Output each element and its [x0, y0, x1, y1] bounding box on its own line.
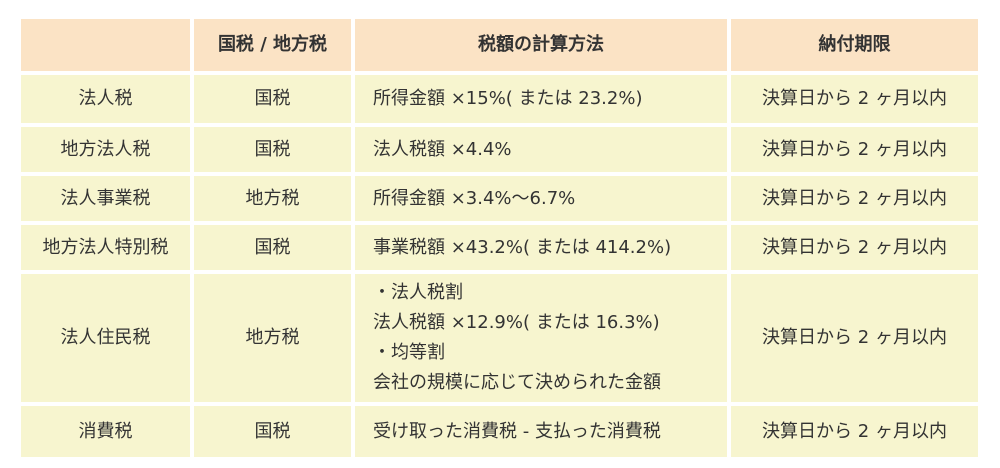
row-calculation: 所得金額 ×15%( または 23.2%) [355, 75, 727, 123]
row-calculation: 法人税額 ×4.4% [355, 127, 727, 172]
row-tax-name: 地方法人特別税 [21, 225, 190, 270]
row-deadline: 決算日から 2 ヶ月以内 [731, 406, 978, 457]
row-tax-type: 地方税 [194, 176, 351, 221]
calculation-line: 会社の規模に応じて決められた金額 [373, 372, 661, 393]
row-tax-type: 国税 [194, 406, 351, 457]
row-deadline: 決算日から 2 ヶ月以内 [731, 176, 978, 221]
header-cell-deadline: 納付期限 [731, 19, 978, 71]
row-tax-type: 国税 [194, 225, 351, 270]
row-tax-name: 法人住民税 [21, 274, 190, 402]
row-tax-name: 法人税 [21, 75, 190, 123]
header-cell-tax-type: 国税 / 地方税 [194, 19, 351, 71]
row-calculation: ・法人税割 法人税額 ×12.9%( または 16.3%) ・均等割 会社の規模… [355, 274, 727, 402]
row-tax-name: 法人事業税 [21, 176, 190, 221]
row-tax-type: 国税 [194, 127, 351, 172]
row-calculation: 受け取った消費税 - 支払った消費税 [355, 406, 727, 457]
calculation-line: ・法人税割 [373, 282, 463, 303]
row-deadline: 決算日から 2 ヶ月以内 [731, 274, 978, 402]
calculation-line: 法人税額 ×12.9%( または 16.3%) [373, 312, 660, 333]
row-calculation: 事業税額 ×43.2%( または 414.2%) [355, 225, 727, 270]
row-deadline: 決算日から 2 ヶ月以内 [731, 127, 978, 172]
row-calculation: 所得金額 ×3.4%～6.7% [355, 176, 727, 221]
header-cell-calculation: 税額の計算方法 [355, 19, 727, 71]
row-tax-type: 地方税 [194, 274, 351, 402]
tax-table: 国税 / 地方税 税額の計算方法 納付期限 法人税 国税 所得金額 ×15%( … [21, 19, 978, 457]
row-tax-name: 地方法人税 [21, 127, 190, 172]
header-cell-empty [21, 19, 190, 71]
row-tax-name: 消費税 [21, 406, 190, 457]
row-tax-type: 国税 [194, 75, 351, 123]
row-deadline: 決算日から 2 ヶ月以内 [731, 75, 978, 123]
row-deadline: 決算日から 2 ヶ月以内 [731, 225, 978, 270]
calculation-line: ・均等割 [373, 342, 445, 363]
